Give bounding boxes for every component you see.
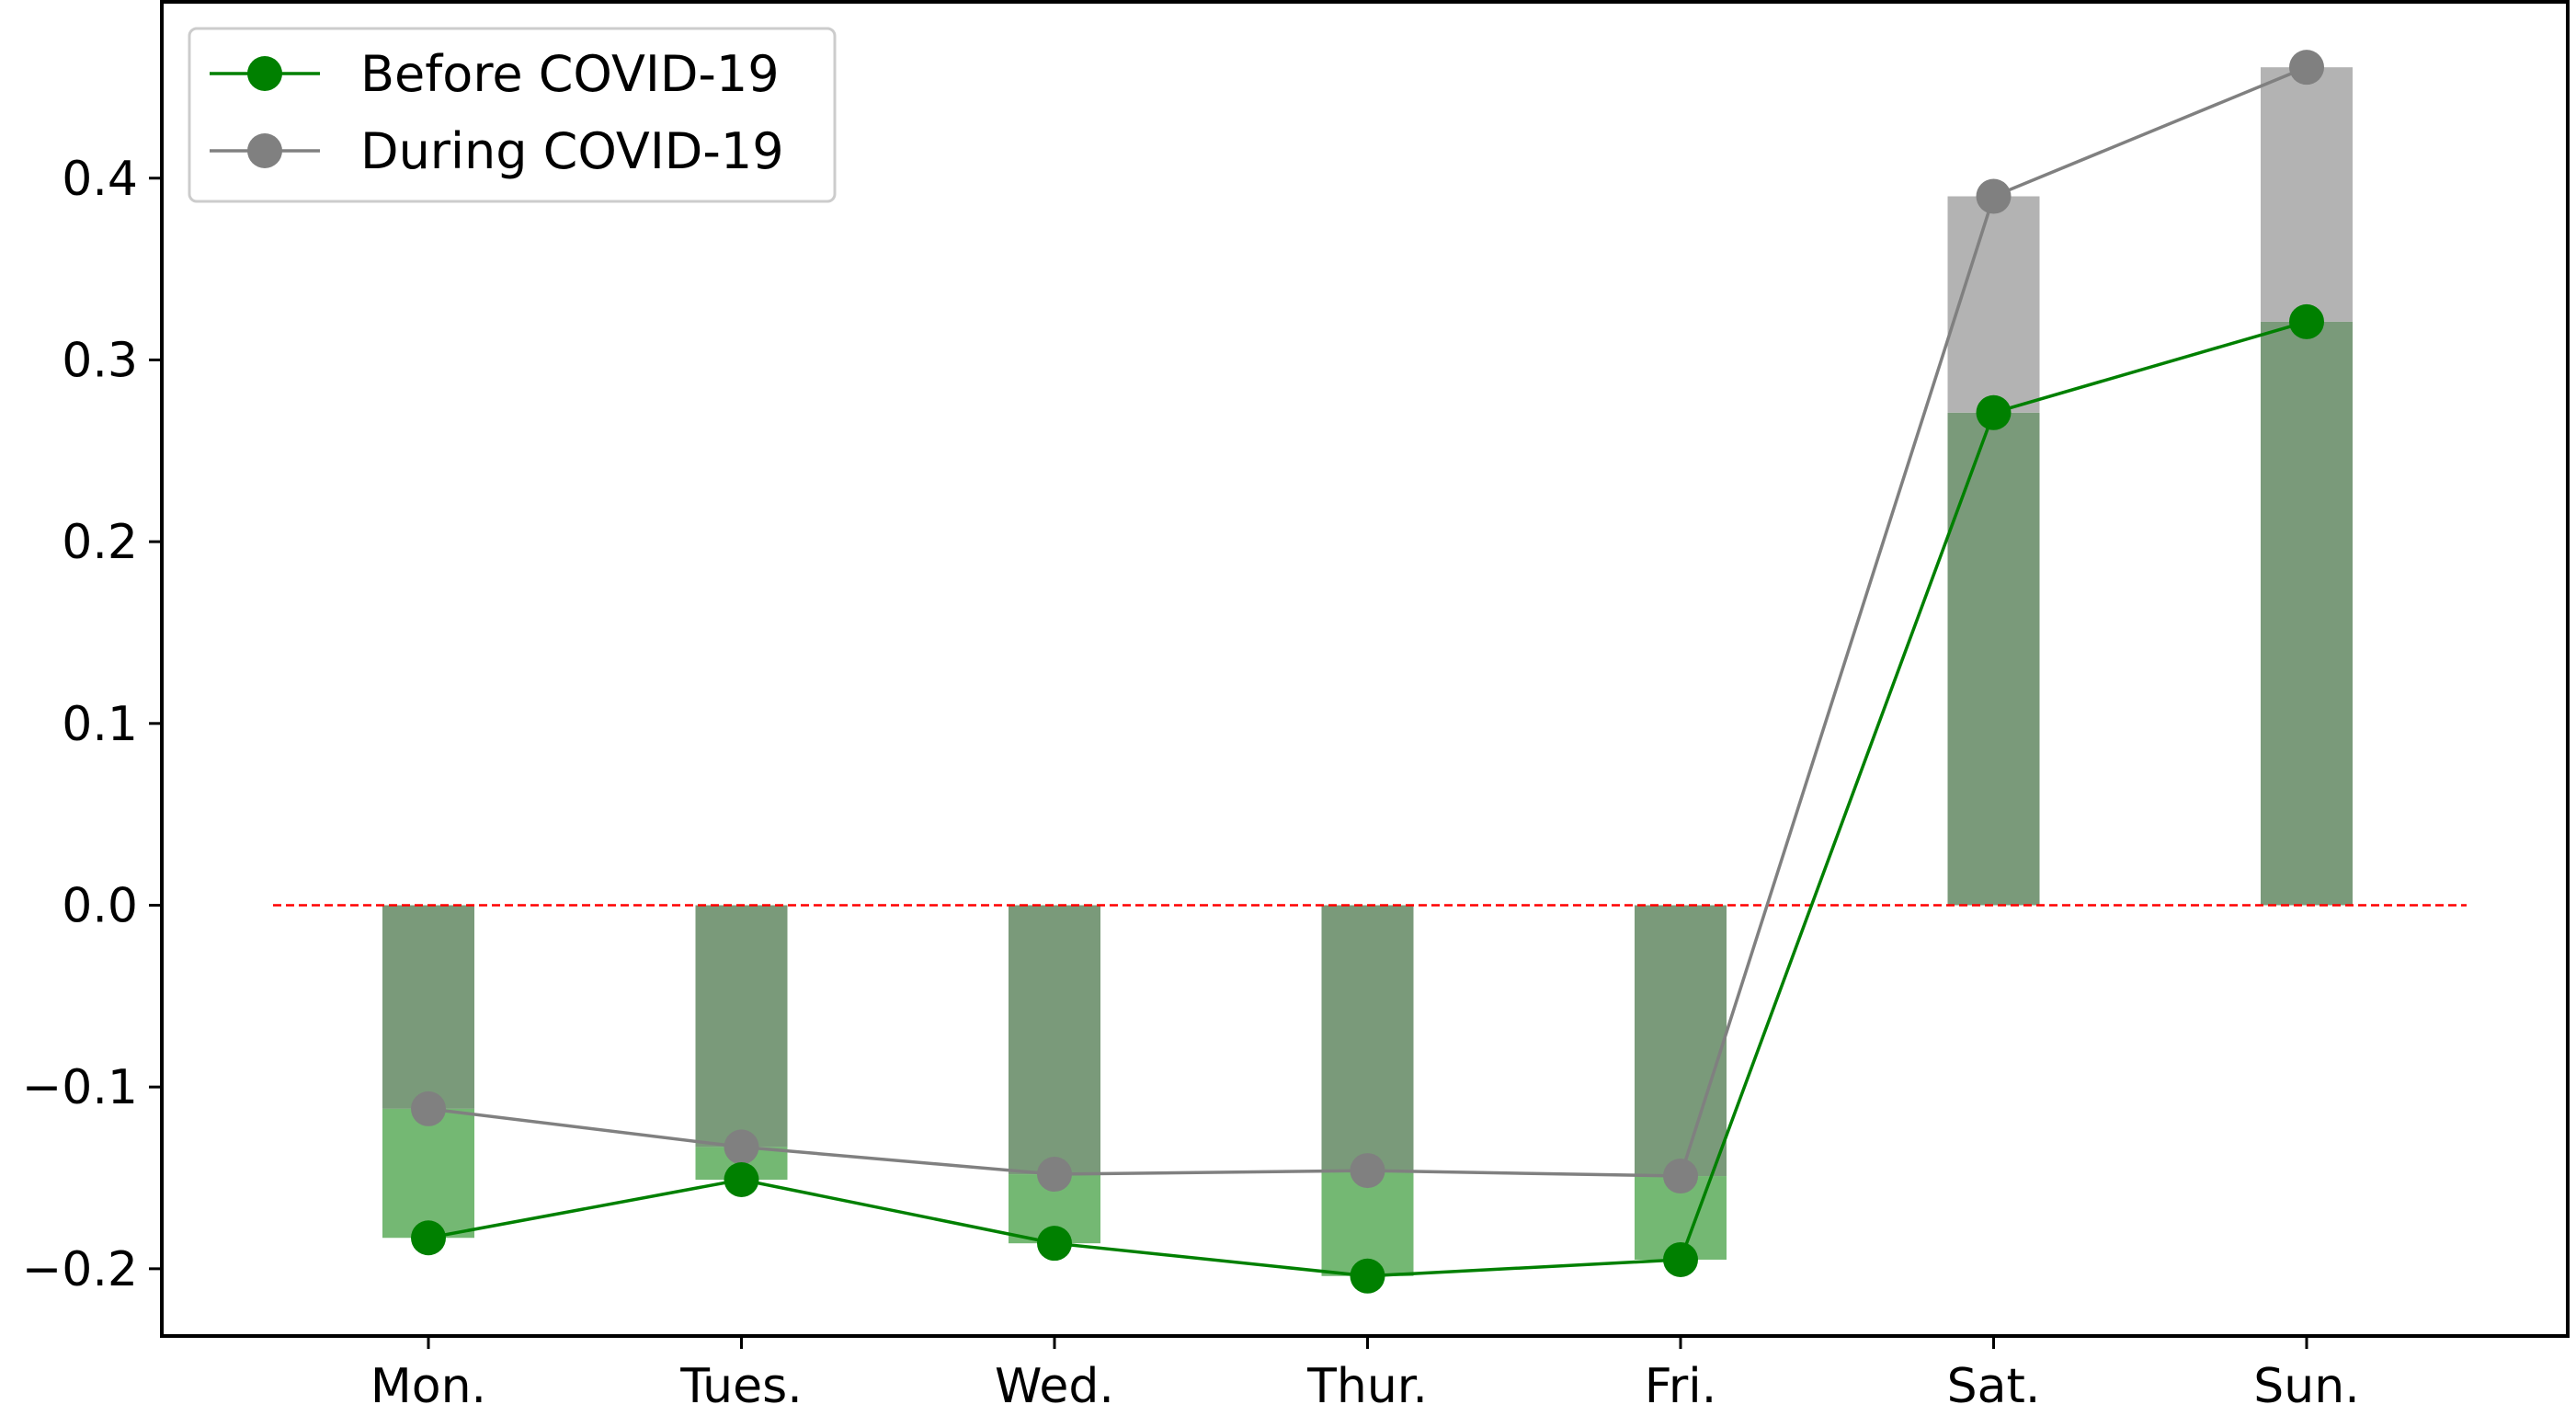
- bar-layer: [382, 67, 2353, 1276]
- y-tick-label-1: −0.1: [22, 1060, 138, 1115]
- marker-before-3: [1350, 1258, 1385, 1294]
- bar-during-5: [1947, 196, 2040, 413]
- marker-during-6: [2289, 50, 2324, 86]
- marker-before-5: [1976, 394, 2012, 430]
- bar-overlap-0: [382, 905, 474, 1109]
- marker-before-1: [724, 1161, 759, 1197]
- bar-before-3: [1321, 1170, 1414, 1276]
- legend-marker-before: [247, 56, 282, 91]
- line-layer: [411, 50, 2324, 1294]
- legend-label-before: Before COVID-19: [360, 45, 780, 103]
- marker-during-4: [1663, 1159, 1698, 1194]
- marker-during-3: [1350, 1153, 1385, 1189]
- y-tick-label-3: 0.1: [62, 697, 138, 752]
- bar-overlap-6: [2261, 321, 2353, 906]
- marker-during-1: [724, 1129, 759, 1165]
- marker-before-6: [2289, 303, 2324, 339]
- legend-marker-during: [247, 133, 282, 168]
- legend: Before COVID-19 During COVID-19: [188, 27, 837, 203]
- marker-before-0: [411, 1220, 446, 1256]
- x-tick-label-2: Wed.: [995, 1359, 1114, 1414]
- x-tick-label-1: Tues.: [679, 1359, 802, 1414]
- x-tick-label-0: Mon.: [370, 1359, 486, 1414]
- bar-before-0: [382, 1108, 474, 1239]
- bar-overlap-4: [1635, 905, 1727, 1177]
- x-tick-label-4: Fri.: [1645, 1359, 1716, 1414]
- bar-overlap-2: [1009, 905, 1100, 1175]
- bar-during-6: [2261, 67, 2353, 322]
- x-tick-label-3: Thur.: [1306, 1359, 1428, 1414]
- y-tick-label-0: −0.2: [22, 1242, 138, 1297]
- bar-overlap-5: [1947, 412, 2040, 906]
- y-tick-label-6: 0.4: [62, 152, 138, 207]
- y-tick-label-2: 0.0: [62, 878, 138, 933]
- marker-before-2: [1037, 1226, 1072, 1262]
- marker-during-2: [1037, 1157, 1072, 1193]
- x-tick-label-6: Sun.: [2253, 1359, 2359, 1414]
- x-tick-label-5: Sat.: [1947, 1359, 2041, 1414]
- axes-frame: [160, 0, 2570, 1338]
- y-tick-label-4: 0.2: [62, 515, 138, 570]
- legend-label-during: During COVID-19: [360, 122, 784, 180]
- bar-overlap-3: [1321, 905, 1414, 1171]
- legend-box: [188, 27, 837, 203]
- bar-overlap-1: [695, 905, 788, 1148]
- marker-during-0: [411, 1091, 446, 1126]
- marker-before-4: [1663, 1241, 1698, 1277]
- y-tick-label-5: 0.3: [62, 333, 138, 388]
- axes: −0.2 −0.1 0.0 0.1 0.2 0.3 0.4 Mon. Tues. Wed. Thur…: [22, 0, 2570, 1414]
- marker-during-5: [1976, 178, 2012, 214]
